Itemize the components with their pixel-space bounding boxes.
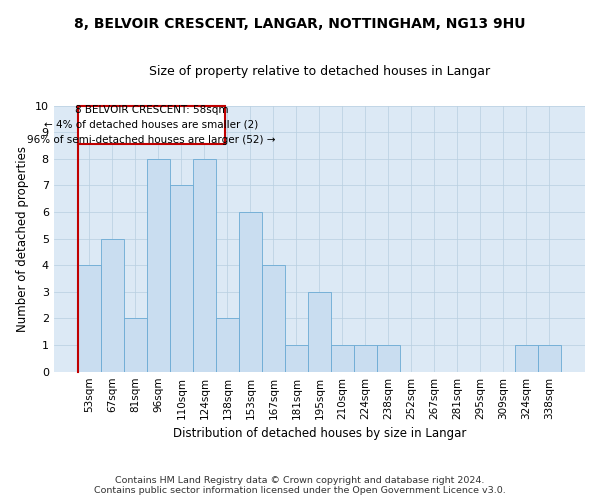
Bar <box>515 345 538 372</box>
Bar <box>239 212 262 372</box>
Bar <box>170 186 193 372</box>
Bar <box>216 318 239 372</box>
Bar <box>147 159 170 372</box>
Text: 8, BELVOIR CRESCENT, LANGAR, NOTTINGHAM, NG13 9HU: 8, BELVOIR CRESCENT, LANGAR, NOTTINGHAM,… <box>74 18 526 32</box>
Bar <box>354 345 377 372</box>
Bar <box>193 159 216 372</box>
Bar <box>101 238 124 372</box>
Y-axis label: Number of detached properties: Number of detached properties <box>16 146 29 332</box>
Bar <box>331 345 354 372</box>
FancyBboxPatch shape <box>78 106 225 144</box>
X-axis label: Distribution of detached houses by size in Langar: Distribution of detached houses by size … <box>173 427 466 440</box>
Bar <box>285 345 308 372</box>
Bar <box>538 345 561 372</box>
Text: Contains HM Land Registry data © Crown copyright and database right 2024.
Contai: Contains HM Land Registry data © Crown c… <box>94 476 506 495</box>
Bar <box>262 265 285 372</box>
Bar <box>308 292 331 372</box>
Bar <box>124 318 147 372</box>
Bar <box>78 265 101 372</box>
Text: 8 BELVOIR CRESCENT: 58sqm
← 4% of detached houses are smaller (2)
96% of semi-de: 8 BELVOIR CRESCENT: 58sqm ← 4% of detach… <box>27 105 275 144</box>
Bar <box>377 345 400 372</box>
Title: Size of property relative to detached houses in Langar: Size of property relative to detached ho… <box>149 65 490 78</box>
